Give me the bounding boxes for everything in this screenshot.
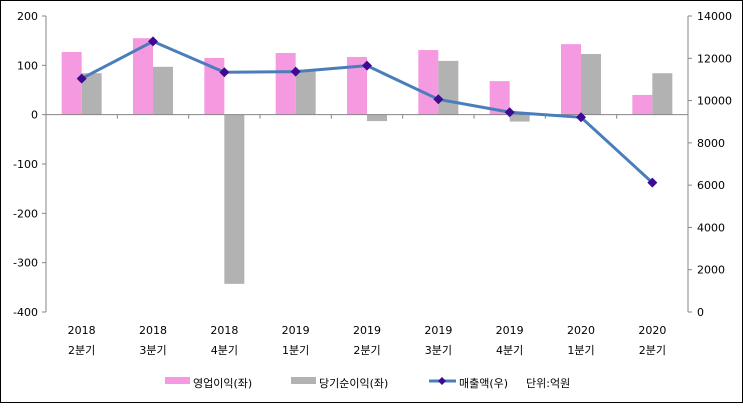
unit-note: 단위:억원 — [526, 377, 570, 390]
operating-profit-bar — [347, 56, 367, 115]
category-quarter-label: 1분기 — [282, 344, 309, 357]
net-income-bar — [438, 60, 459, 115]
category-quarter-label: 2분기 — [639, 344, 666, 357]
category-quarter-label: 2분기 — [353, 344, 380, 357]
category-year-label: 2019 — [282, 324, 310, 337]
net-income-bar — [581, 53, 601, 115]
legend-label-net-income: 당기순이익(좌) — [319, 377, 388, 390]
category-year-label: 2018 — [68, 324, 96, 337]
legend-swatch-net-income — [291, 377, 316, 384]
revenue-marker — [576, 112, 586, 123]
left-axis-tick-label: -200 — [13, 207, 38, 220]
legend-label-revenue: 매출액(우) — [459, 377, 508, 390]
operating-profit-bar — [489, 81, 510, 115]
category-year-label: 2020 — [567, 324, 595, 337]
category-year-label: 2019 — [496, 324, 524, 337]
net-income-bar — [367, 114, 387, 122]
operating-profit-bar — [204, 57, 225, 115]
category-quarter-label: 3분기 — [139, 344, 166, 357]
revenue-marker — [290, 66, 301, 77]
revenue-marker — [148, 36, 158, 47]
revenue-marker — [433, 94, 444, 105]
category-year-label: 2019 — [353, 324, 381, 337]
right-axis-tick-label: 6000 — [697, 179, 725, 192]
net-income-bar — [81, 73, 102, 115]
right-axis-tick-label: 0 — [697, 306, 704, 319]
revenue-marker — [219, 67, 230, 78]
left-axis-tick-label: -300 — [13, 257, 38, 270]
left-axis-tick-label: 200 — [17, 10, 38, 23]
category-year-label: 2019 — [424, 324, 452, 337]
legend-label-operating-profit: 영업이익(좌) — [193, 377, 252, 390]
right-axis-tick-label: 8000 — [697, 137, 725, 150]
left-axis-tick-label: -400 — [13, 306, 38, 319]
category-quarter-label: 2분기 — [68, 344, 95, 357]
revenue-marker — [362, 60, 372, 71]
net-income-bar — [509, 114, 530, 122]
operating-profit-bar — [632, 94, 653, 115]
category-quarter-label: 4분기 — [496, 344, 523, 357]
revenue-marker — [647, 177, 658, 188]
right-axis-tick-label: 14000 — [697, 10, 732, 23]
category-year-label: 2018 — [139, 324, 167, 337]
category-year-label: 2020 — [638, 324, 666, 337]
net-income-bar — [295, 69, 316, 115]
right-axis-tick-label: 12000 — [697, 52, 732, 65]
operating-profit-bar — [133, 38, 153, 115]
legend-swatch-operating-profit — [165, 377, 190, 384]
left-axis-tick-label: -100 — [13, 158, 38, 171]
legend-swatch-revenue-marker — [438, 377, 446, 385]
operating-profit-bar — [61, 52, 82, 115]
category-quarter-label: 3분기 — [425, 344, 452, 357]
net-income-bar — [652, 73, 673, 115]
operating-profit-bar — [418, 50, 439, 115]
left-axis-tick-label: 100 — [17, 59, 38, 72]
revenue-marker — [504, 107, 515, 118]
operating-profit-bar — [275, 53, 296, 115]
revenue-marker — [76, 73, 87, 84]
legend: 영업이익(좌) 당기순이익(좌) 매출액(우) 단위:억원 — [165, 377, 570, 390]
category-quarter-label: 1분기 — [567, 344, 594, 357]
category-quarter-label: 4분기 — [211, 344, 238, 357]
right-axis-tick-label: 10000 — [697, 95, 732, 108]
net-income-bar — [153, 66, 173, 115]
category-year-label: 2018 — [210, 324, 238, 337]
operating-profit-bar — [561, 44, 581, 115]
left-axis-tick-label: 0 — [31, 109, 38, 122]
right-axis-tick-label: 4000 — [697, 221, 725, 234]
net-income-bar — [224, 114, 245, 284]
right-axis-tick-label: 2000 — [697, 264, 725, 277]
